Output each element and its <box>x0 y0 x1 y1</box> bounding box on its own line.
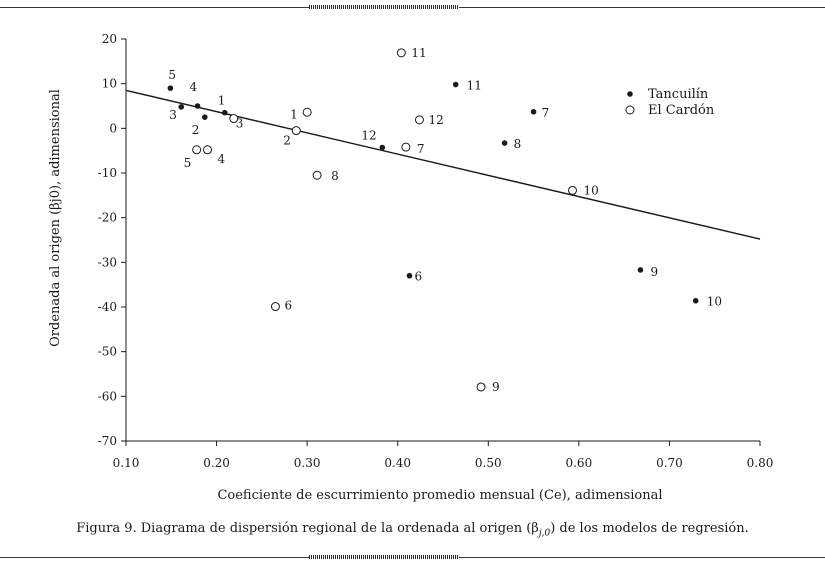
point-tancuilin-10 <box>692 297 699 304</box>
point-tancuilin-12 <box>379 144 386 151</box>
point-label-el-cardon-1: 1 <box>290 107 298 121</box>
point-label-el-cardon-10: 10 <box>584 183 599 197</box>
point-label-tancuilin-7: 7 <box>542 106 550 120</box>
top-rule-ornament <box>309 5 459 9</box>
point-label-el-cardon-8: 8 <box>331 169 339 183</box>
y-tick-label: 20 <box>102 32 117 46</box>
point-label-el-cardon-7: 7 <box>417 142 425 156</box>
point-tancuilin-3 <box>178 104 185 110</box>
y-tick-label: -30 <box>98 255 117 269</box>
x-tick-label: 0.50 <box>475 456 502 470</box>
x-tick-label: 0.40 <box>384 456 411 470</box>
point-el-cardon-6 <box>270 302 280 312</box>
legend-label-el-cardon: El Cardón <box>648 103 715 118</box>
y-tick-label: 10 <box>102 77 117 91</box>
point-el-cardon-5 <box>192 145 202 155</box>
point-label-tancuilin-4: 4 <box>190 80 198 94</box>
point-label-el-cardon-12: 12 <box>428 113 443 127</box>
point-el-cardon-3 <box>229 114 239 124</box>
point-el-cardon-7 <box>401 142 411 152</box>
point-label-el-cardon-4: 4 <box>218 152 226 166</box>
point-tancuilin-11 <box>452 81 459 88</box>
point-tancuilin-1 <box>221 109 228 116</box>
x-tick-label: 0.30 <box>294 456 321 470</box>
x-tick-label: 0.20 <box>203 456 230 470</box>
legend-marker-el-cardon <box>625 105 635 115</box>
point-label-el-cardon-5: 5 <box>184 156 192 170</box>
point-label-el-cardon-11: 11 <box>411 46 426 60</box>
point-label-tancuilin-1: 1 <box>218 94 226 108</box>
point-label-tancuilin-5: 5 <box>168 68 176 82</box>
x-axis-title: Coeficiente de escurrimiento promedio me… <box>217 488 662 503</box>
y-tick-label: -40 <box>98 300 117 314</box>
point-el-cardon-10 <box>568 185 578 195</box>
x-tick-label: 0.10 <box>113 456 140 470</box>
point-el-cardon-4 <box>203 145 213 155</box>
point-label-el-cardon-2: 2 <box>283 134 291 148</box>
caption-text: Figura 9. Diagrama de dispersión regiona… <box>76 521 539 536</box>
point-tancuilin-9 <box>637 267 644 273</box>
legend-marker-tancuilin <box>627 91 633 97</box>
x-tick-label: 0.70 <box>656 456 683 470</box>
y-tick-label: -20 <box>98 211 117 225</box>
y-tick-label: -50 <box>98 345 117 359</box>
point-tancuilin-6 <box>406 272 413 279</box>
point-label-tancuilin-9: 9 <box>650 265 658 279</box>
point-label-tancuilin-10: 10 <box>707 295 722 309</box>
legend-label-tancuilin: Tancuilín <box>648 87 709 102</box>
figure-caption: Figura 9. Diagrama de dispersión regiona… <box>0 521 825 539</box>
point-el-cardon-9 <box>476 382 486 392</box>
point-label-el-cardon-3: 3 <box>236 117 244 131</box>
point-label-tancuilin-8: 8 <box>514 137 522 151</box>
point-tancuilin-4 <box>194 103 201 109</box>
point-el-cardon-11 <box>396 48 406 58</box>
point-label-tancuilin-12: 12 <box>361 129 376 143</box>
caption-text-end: ) de los modelos de regresión. <box>550 521 749 536</box>
point-label-tancuilin-6: 6 <box>414 270 422 284</box>
y-tick-label: -70 <box>98 434 117 448</box>
point-label-el-cardon-9: 9 <box>492 380 500 394</box>
point-tancuilin-8 <box>501 140 508 146</box>
point-el-cardon-2 <box>291 126 301 136</box>
point-el-cardon-8 <box>312 170 322 180</box>
y-tick-label: -10 <box>98 166 117 180</box>
caption-subscript: j,0 <box>538 528 551 539</box>
point-tancuilin-5 <box>167 85 174 91</box>
legend: Tancuilín El Cardón <box>625 87 715 118</box>
point-label-tancuilin-2: 2 <box>192 123 200 137</box>
point-tancuilin-7 <box>530 109 537 115</box>
scatter-chart: 20 10 0 -10 -20 -30 -40 -50 -60 -70 0.10 0.20 0.30 0.… <box>48 32 774 503</box>
point-label-tancuilin-11: 11 <box>467 79 482 93</box>
y-tick-label: -60 <box>98 389 117 403</box>
x-tick-label: 0.80 <box>747 456 774 470</box>
point-tancuilin-2 <box>201 114 208 120</box>
point-label-el-cardon-6: 6 <box>284 299 292 313</box>
y-axis-title: Ordenada al origen (βj0), adimensional <box>48 89 63 347</box>
y-tick-label: 0 <box>109 121 117 135</box>
x-tick-label: 0.60 <box>565 456 592 470</box>
point-label-tancuilin-3: 3 <box>169 108 177 122</box>
point-el-cardon-1 <box>302 107 312 117</box>
point-el-cardon-12 <box>414 115 424 125</box>
bottom-rule-ornament <box>309 555 459 559</box>
